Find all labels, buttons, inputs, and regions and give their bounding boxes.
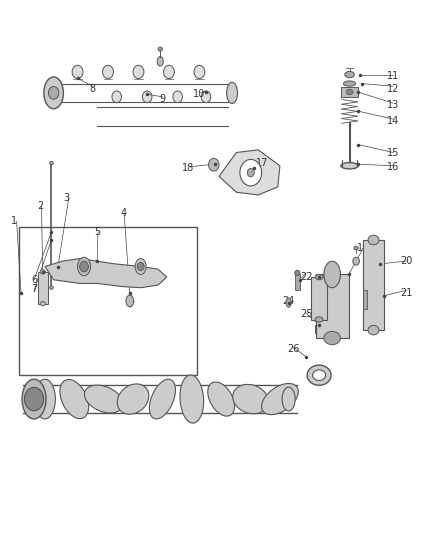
Text: 23: 23: [313, 285, 325, 295]
Ellipse shape: [173, 91, 183, 103]
Ellipse shape: [282, 387, 295, 411]
Circle shape: [48, 86, 59, 99]
Text: 17: 17: [256, 158, 268, 168]
Text: 21: 21: [400, 288, 412, 298]
Text: 9: 9: [159, 94, 166, 104]
Polygon shape: [219, 150, 280, 195]
Text: 6: 6: [31, 274, 37, 285]
Ellipse shape: [286, 298, 291, 308]
Ellipse shape: [72, 65, 83, 78]
Ellipse shape: [149, 379, 176, 419]
Text: 1: 1: [11, 216, 18, 227]
Text: 16: 16: [387, 162, 399, 172]
Circle shape: [240, 159, 261, 186]
Ellipse shape: [233, 384, 268, 414]
Ellipse shape: [60, 379, 88, 418]
Ellipse shape: [78, 257, 91, 276]
Ellipse shape: [368, 235, 379, 245]
Ellipse shape: [343, 81, 356, 86]
Ellipse shape: [346, 90, 353, 95]
Ellipse shape: [135, 259, 146, 274]
Text: 4: 4: [120, 208, 126, 219]
Text: 7: 7: [31, 284, 37, 294]
Ellipse shape: [353, 257, 359, 265]
Ellipse shape: [163, 65, 174, 78]
Ellipse shape: [40, 302, 46, 306]
Circle shape: [25, 387, 44, 411]
Bar: [363, 290, 367, 309]
Ellipse shape: [261, 383, 298, 415]
Ellipse shape: [40, 270, 46, 274]
Text: 19: 19: [357, 243, 369, 253]
Circle shape: [247, 168, 254, 177]
Ellipse shape: [315, 317, 323, 322]
Text: 10: 10: [193, 89, 205, 99]
Bar: [363, 240, 385, 330]
Circle shape: [80, 261, 88, 272]
Bar: [341, 87, 358, 97]
Ellipse shape: [49, 286, 53, 289]
Polygon shape: [45, 259, 167, 288]
Bar: [311, 277, 327, 319]
Ellipse shape: [368, 325, 379, 335]
Ellipse shape: [354, 246, 358, 250]
Bar: [19, 227, 197, 375]
Ellipse shape: [133, 65, 144, 78]
Bar: [295, 274, 300, 290]
Circle shape: [137, 262, 144, 271]
Text: 5: 5: [94, 227, 100, 237]
Bar: [316, 274, 349, 338]
Text: 11: 11: [387, 70, 399, 80]
Circle shape: [208, 158, 219, 171]
Text: 15: 15: [387, 148, 399, 158]
Ellipse shape: [208, 382, 235, 416]
Ellipse shape: [44, 77, 64, 109]
Ellipse shape: [307, 365, 331, 385]
Text: 12: 12: [387, 84, 399, 94]
Ellipse shape: [85, 385, 123, 413]
Text: 26: 26: [287, 344, 299, 354]
Text: 25: 25: [300, 309, 312, 319]
Ellipse shape: [22, 379, 46, 419]
Ellipse shape: [142, 91, 152, 103]
Text: 18: 18: [182, 164, 194, 173]
Ellipse shape: [226, 82, 237, 103]
Text: 3: 3: [64, 192, 70, 203]
Ellipse shape: [295, 270, 300, 276]
Ellipse shape: [102, 65, 113, 78]
Ellipse shape: [180, 375, 204, 423]
Ellipse shape: [112, 91, 121, 103]
Bar: [38, 272, 48, 304]
Text: 13: 13: [387, 100, 399, 110]
Text: 14: 14: [387, 116, 399, 126]
Ellipse shape: [117, 384, 149, 414]
Ellipse shape: [158, 47, 162, 51]
Ellipse shape: [35, 379, 55, 419]
Text: 24: 24: [283, 296, 295, 306]
Text: 2: 2: [37, 200, 44, 211]
Text: 8: 8: [90, 84, 96, 94]
Ellipse shape: [324, 332, 340, 345]
Ellipse shape: [313, 370, 325, 381]
Ellipse shape: [315, 274, 323, 280]
Ellipse shape: [49, 161, 53, 165]
Ellipse shape: [201, 91, 211, 103]
Ellipse shape: [194, 65, 205, 78]
Ellipse shape: [324, 261, 340, 288]
Text: 20: 20: [400, 256, 412, 266]
Ellipse shape: [345, 71, 354, 78]
Ellipse shape: [341, 163, 358, 169]
Ellipse shape: [126, 295, 134, 307]
Text: 22: 22: [300, 272, 312, 282]
Ellipse shape: [157, 56, 163, 66]
